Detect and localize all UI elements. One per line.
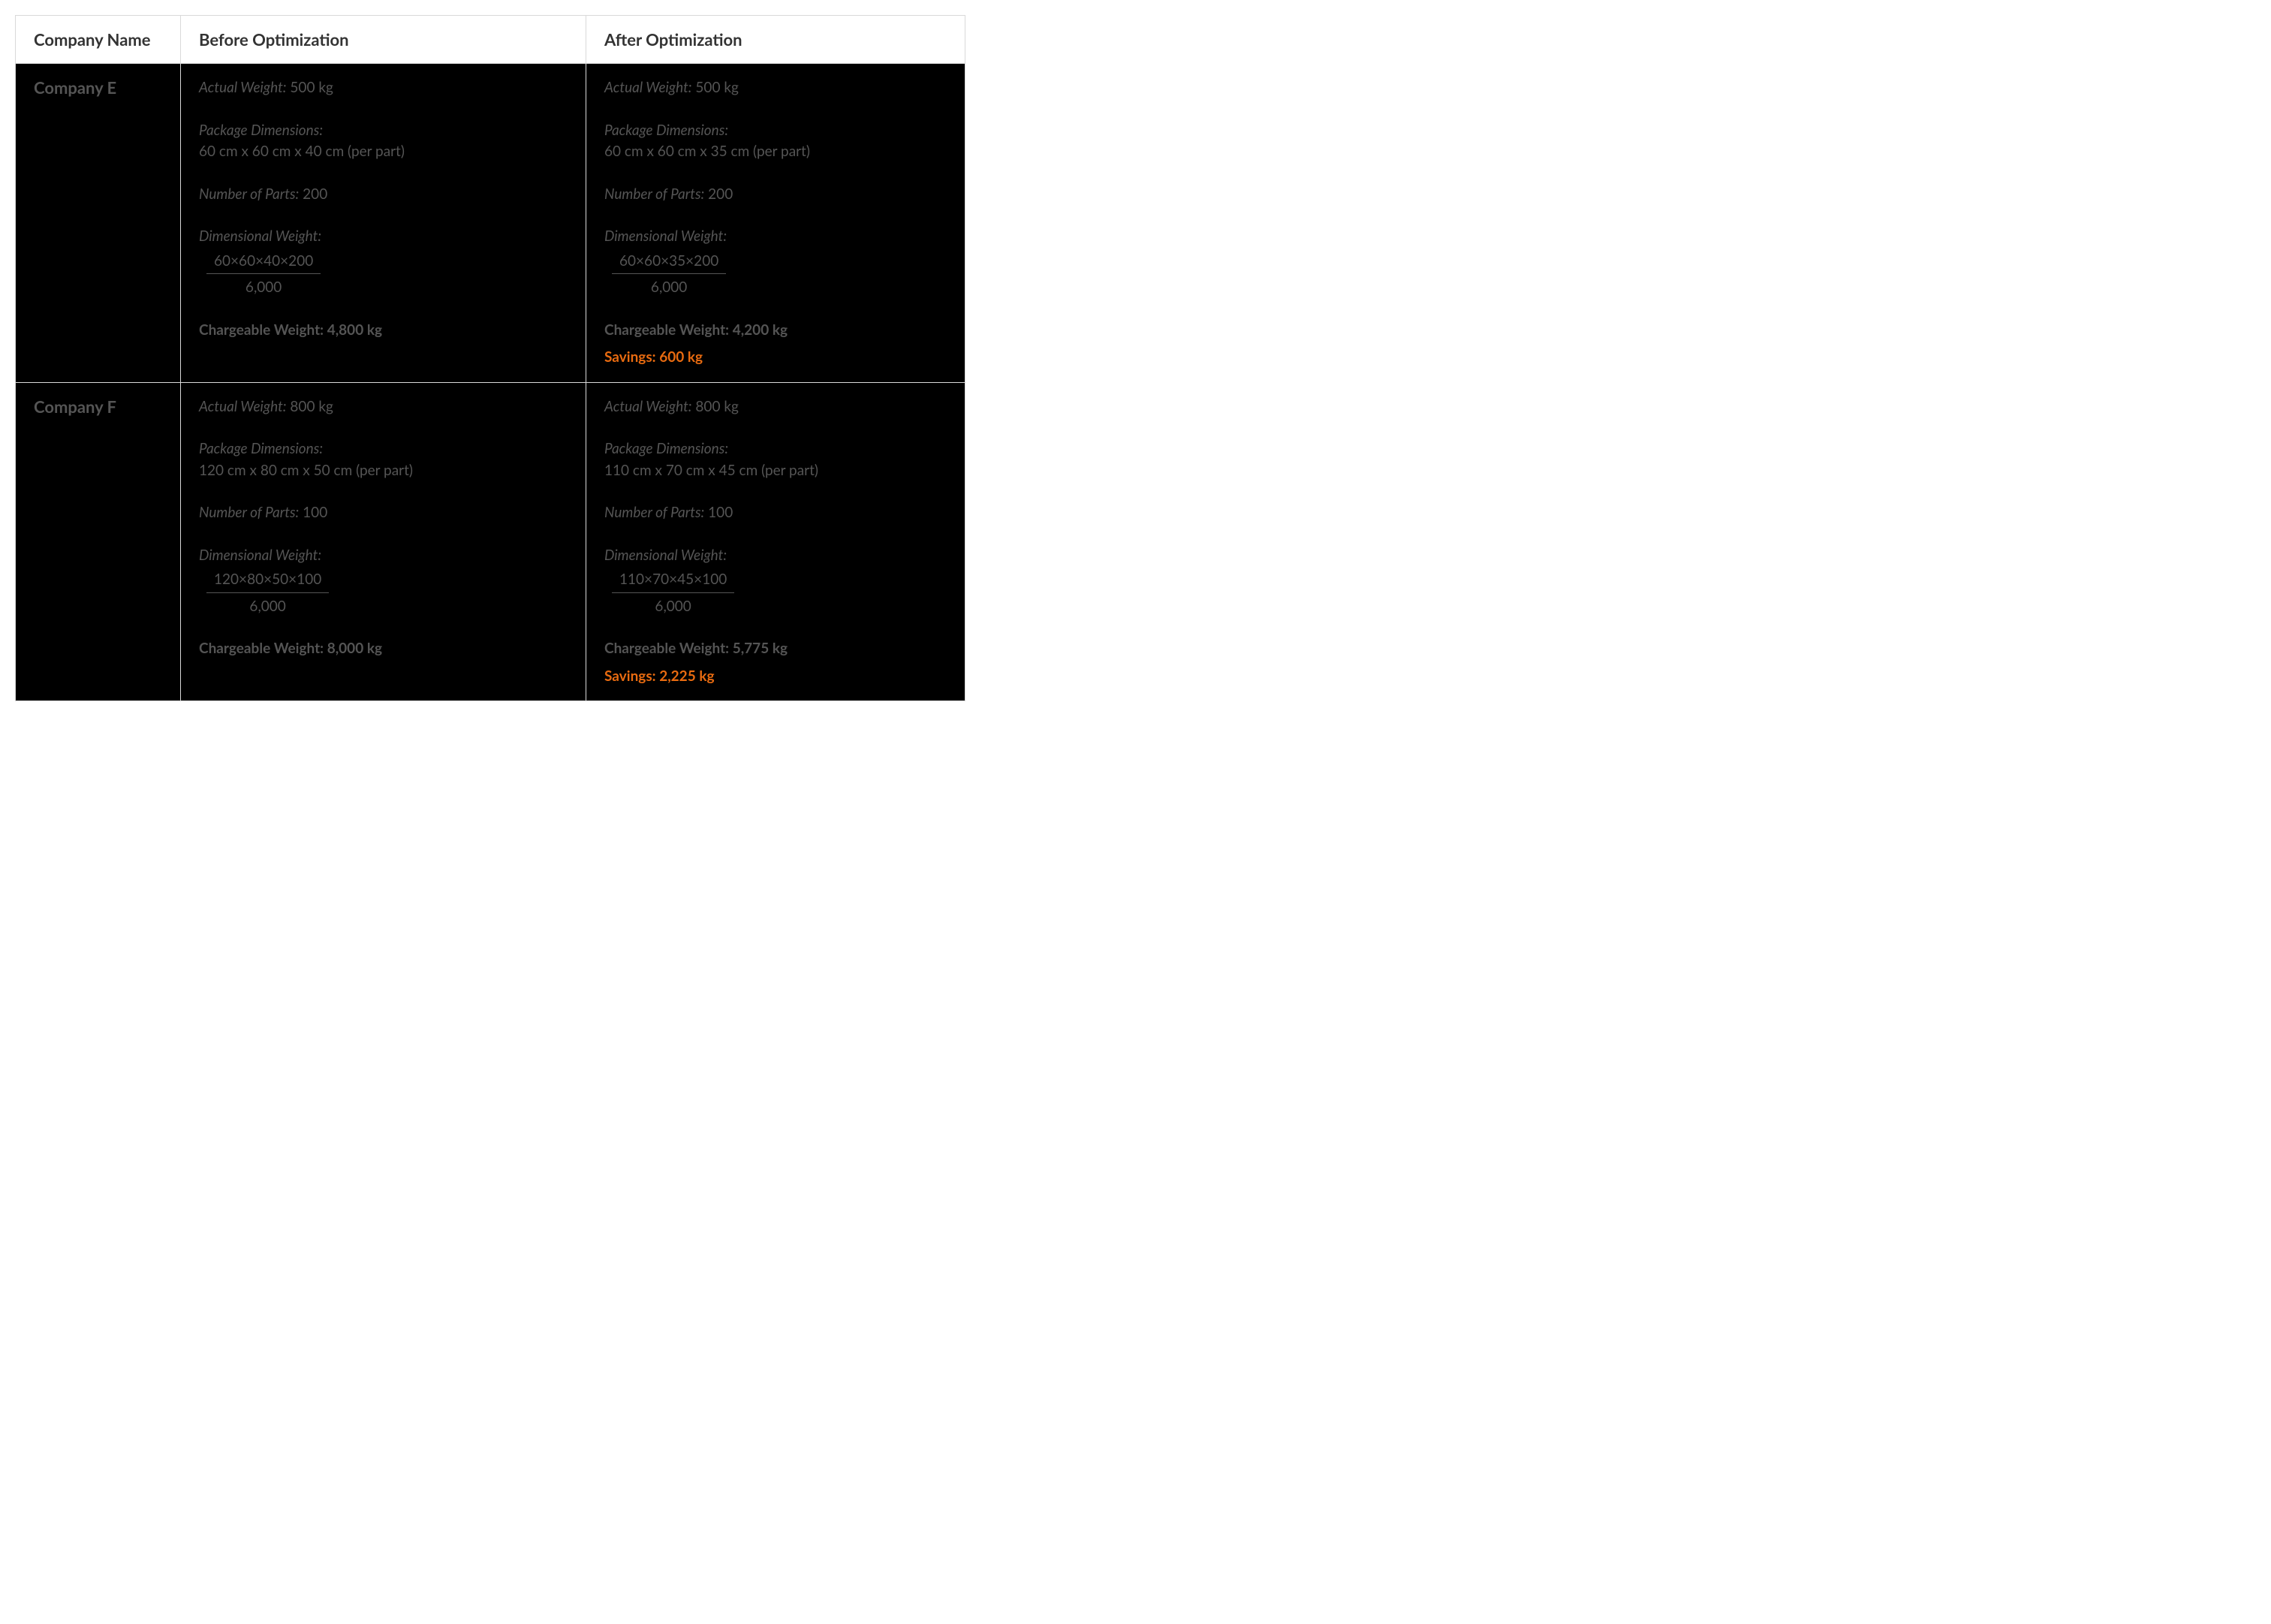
savings-label: Savings: (604, 667, 656, 685)
dim-weight-numerator: 60×60×35×200 (612, 251, 726, 275)
pkg-dims-label: Package Dimensions: (604, 438, 947, 460)
dim-weight-fraction: 120×80×50×100 6,000 (206, 569, 329, 617)
pkg-dims-value: 120 cm x 80 cm x 50 cm (per part) (199, 460, 568, 482)
num-parts-value: 100 (303, 504, 327, 521)
company-name: Company E (16, 64, 181, 383)
dim-weight-fraction: 110×70×45×100 6,000 (612, 569, 734, 617)
dim-weight-label: Dimensional Weight: (199, 226, 568, 248)
actual-weight-label: Actual Weight: (199, 79, 287, 96)
chargeable-label: Chargeable Weight: (604, 321, 729, 339)
dim-weight-denominator: 6,000 (206, 593, 329, 618)
pkg-dims-label: Package Dimensions: (199, 438, 568, 460)
dim-weight-label: Dimensional Weight: (604, 545, 947, 567)
dim-weight-fraction: 60×60×35×200 6,000 (612, 251, 726, 299)
dim-weight-fraction: 60×60×40×200 6,000 (206, 251, 321, 299)
num-parts-label: Number of Parts: (604, 185, 704, 203)
actual-weight-value: 800 kg (290, 398, 333, 415)
after-cell: Actual Weight: 500 kg Package Dimensions… (586, 64, 965, 383)
num-parts-label: Number of Parts: (604, 504, 704, 521)
chargeable-value: 4,200 kg (733, 321, 788, 339)
col-header-after: After Optimization (586, 16, 965, 64)
dim-weight-denominator: 6,000 (206, 274, 321, 299)
pkg-dims-value: 110 cm x 70 cm x 45 cm (per part) (604, 460, 947, 482)
savings-value: 2,225 kg (659, 667, 714, 685)
dim-weight-label: Dimensional Weight: (199, 545, 568, 567)
pkg-dims-value: 60 cm x 60 cm x 40 cm (per part) (199, 141, 568, 163)
num-parts-value: 200 (708, 185, 733, 203)
actual-weight-label: Actual Weight: (199, 398, 287, 415)
dim-weight-denominator: 6,000 (612, 593, 734, 618)
dim-weight-label: Dimensional Weight: (604, 226, 947, 248)
dim-weight-numerator: 110×70×45×100 (612, 569, 734, 593)
chargeable-label: Chargeable Weight: (199, 321, 324, 339)
actual-weight-label: Actual Weight: (604, 79, 692, 96)
savings-value: 600 kg (659, 348, 703, 366)
num-parts-label: Number of Parts: (199, 504, 299, 521)
num-parts-value: 200 (303, 185, 327, 203)
dim-weight-denominator: 6,000 (612, 274, 726, 299)
actual-weight-value: 500 kg (695, 79, 738, 96)
actual-weight-value: 800 kg (695, 398, 738, 415)
table-body: Company E Actual Weight: 500 kg Package … (16, 64, 965, 701)
pkg-dims-label: Package Dimensions: (604, 120, 947, 142)
chargeable-label: Chargeable Weight: (604, 640, 729, 657)
before-cell: Actual Weight: 500 kg Package Dimensions… (181, 64, 586, 383)
chargeable-value: 4,800 kg (327, 321, 382, 339)
chargeable-value: 5,775 kg (733, 640, 788, 657)
actual-weight-value: 500 kg (290, 79, 333, 96)
col-header-company: Company Name (16, 16, 181, 64)
chargeable-label: Chargeable Weight: (199, 640, 324, 657)
before-cell: Actual Weight: 800 kg Package Dimensions… (181, 382, 586, 701)
pkg-dims-value: 60 cm x 60 cm x 35 cm (per part) (604, 141, 947, 163)
savings-label: Savings: (604, 348, 656, 366)
num-parts-value: 100 (708, 504, 733, 521)
pkg-dims-label: Package Dimensions: (199, 120, 568, 142)
dim-weight-numerator: 60×60×40×200 (206, 251, 321, 275)
table-header-row: Company Name Before Optimization After O… (16, 16, 965, 64)
optimization-table: Company Name Before Optimization After O… (15, 15, 965, 701)
company-name: Company F (16, 382, 181, 701)
actual-weight-label: Actual Weight: (604, 398, 692, 415)
table-row: Company E Actual Weight: 500 kg Package … (16, 64, 965, 383)
num-parts-label: Number of Parts: (199, 185, 299, 203)
after-cell: Actual Weight: 800 kg Package Dimensions… (586, 382, 965, 701)
chargeable-value: 8,000 kg (327, 640, 382, 657)
dim-weight-numerator: 120×80×50×100 (206, 569, 329, 593)
col-header-before: Before Optimization (181, 16, 586, 64)
table-row: Company F Actual Weight: 800 kg Package … (16, 382, 965, 701)
